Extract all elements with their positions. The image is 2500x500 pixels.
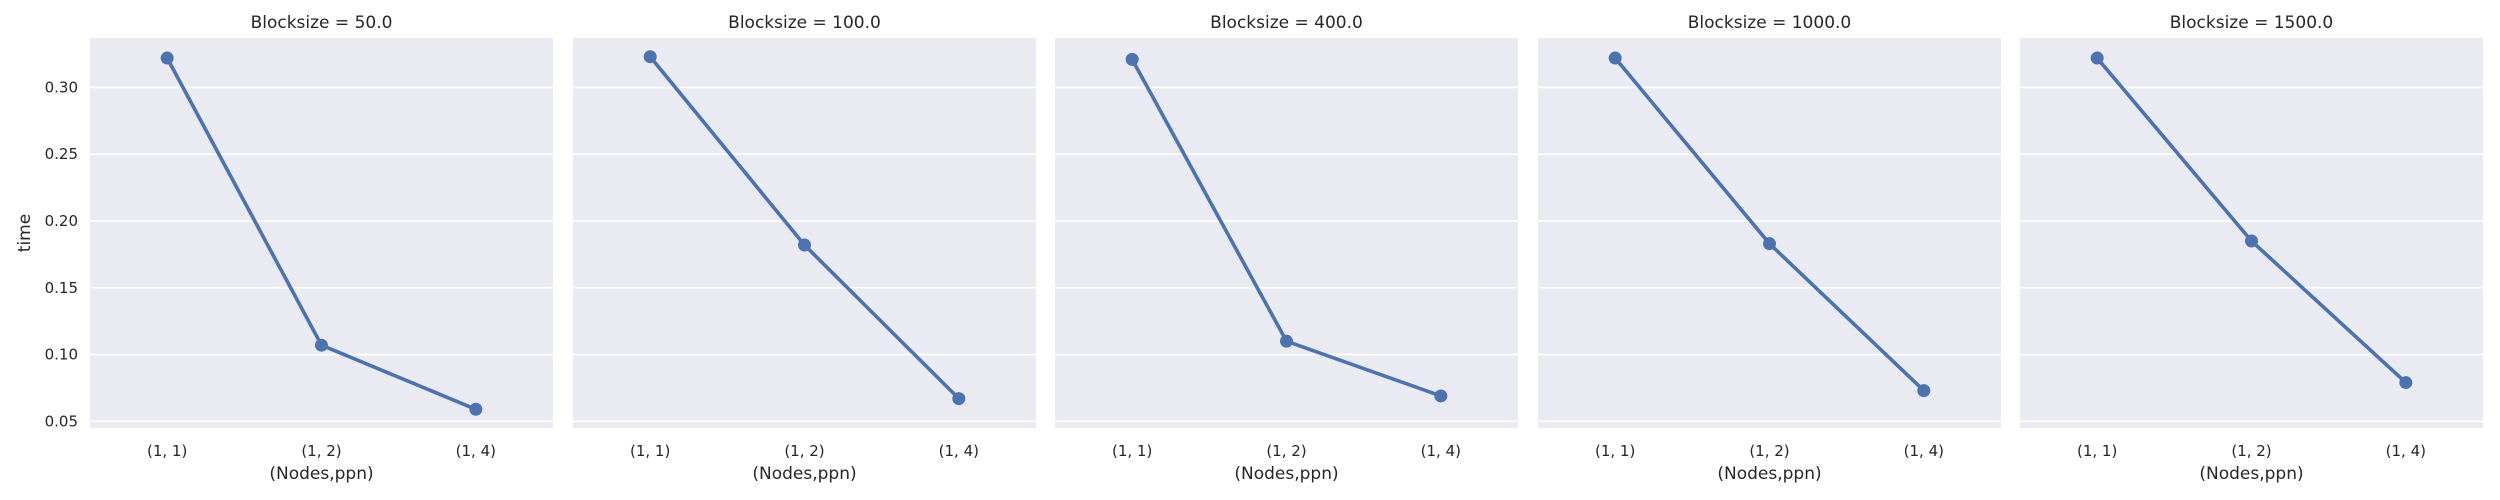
- x-axis-label: (Nodes,ppn): [269, 464, 373, 484]
- y-tick-label: 0.05: [45, 412, 78, 430]
- x-axis-label: (Nodes,ppn): [752, 464, 856, 484]
- x-tick-label: (1, 2): [301, 442, 341, 460]
- x-tick-label: (1, 1): [1112, 442, 1152, 460]
- x-tick-label: (1, 2): [2231, 442, 2271, 460]
- data-point: [2399, 376, 2413, 390]
- panel-background: [1055, 38, 1518, 428]
- x-tick-label: (1, 4): [1904, 442, 1944, 460]
- y-tick-label: 0.15: [45, 279, 78, 297]
- data-point: [1280, 334, 1293, 348]
- panel-title: Blocksize = 400.0: [1210, 13, 1363, 33]
- y-axis-label: time: [15, 214, 35, 252]
- x-tick-label: (1, 2): [1749, 442, 1789, 460]
- x-tick-label: (1, 4): [939, 442, 979, 460]
- panel-title: Blocksize = 1500.0: [2170, 13, 2333, 33]
- x-axis-label: (Nodes,ppn): [1717, 464, 1821, 484]
- x-tick-label: (1, 2): [784, 442, 824, 460]
- data-point: [469, 402, 483, 416]
- data-point: [2090, 51, 2104, 65]
- x-tick-label: (1, 1): [2077, 442, 2117, 460]
- data-point: [1917, 384, 1931, 398]
- x-tick-label: (1, 1): [1595, 442, 1635, 460]
- data-point: [1763, 237, 1776, 251]
- panel-background: [90, 38, 553, 428]
- panel-background: [2020, 38, 2483, 428]
- panel-background: [573, 38, 1036, 428]
- x-tick-label: (1, 1): [630, 442, 670, 460]
- y-tick-label: 0.25: [45, 145, 78, 163]
- x-tick-label: (1, 1): [147, 442, 187, 460]
- panel-title: Blocksize = 50.0: [251, 13, 393, 33]
- data-point: [952, 392, 966, 406]
- x-tick-label: (1, 4): [1421, 442, 1461, 460]
- y-tick-label: 0.10: [45, 346, 78, 364]
- data-point: [1434, 389, 1448, 403]
- x-axis-label: (Nodes,ppn): [2199, 464, 2303, 484]
- panel-title: Blocksize = 1000.0: [1688, 13, 1851, 33]
- panel-title: Blocksize = 100.0: [728, 13, 881, 33]
- y-tick-label: 0.20: [45, 212, 78, 230]
- x-tick-label: (1, 4): [456, 442, 496, 460]
- data-point: [315, 338, 328, 352]
- x-axis-label: (Nodes,ppn): [1234, 464, 1338, 484]
- data-point: [160, 51, 174, 65]
- data-point: [643, 50, 657, 64]
- y-tick-label: 0.30: [45, 78, 78, 96]
- data-point: [798, 238, 811, 252]
- data-point: [1608, 51, 1622, 65]
- x-tick-label: (1, 4): [2386, 442, 2426, 460]
- data-point: [2245, 234, 2258, 248]
- panel-background: [1538, 38, 2001, 428]
- x-tick-label: (1, 2): [1266, 442, 1306, 460]
- data-point: [1125, 52, 1139, 66]
